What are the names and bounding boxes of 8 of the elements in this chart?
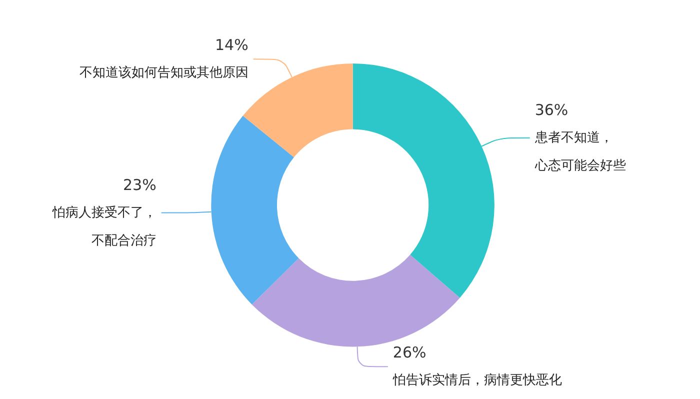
- slice-label: 怕病人接受不了，不配合治疗: [51, 205, 156, 248]
- slice-label: 不知道该如何告知或其他原因: [79, 64, 248, 81]
- data-label: 23%: [122, 176, 156, 194]
- slice-label: 怕告诉实情后，病情更快恶化: [392, 373, 562, 388]
- data-label: 26%: [392, 344, 426, 362]
- slice-label: 患者不知道，心态可能会好些: [534, 130, 626, 174]
- data-label: 36%: [534, 100, 568, 119]
- data-label: 14%: [214, 36, 248, 54]
